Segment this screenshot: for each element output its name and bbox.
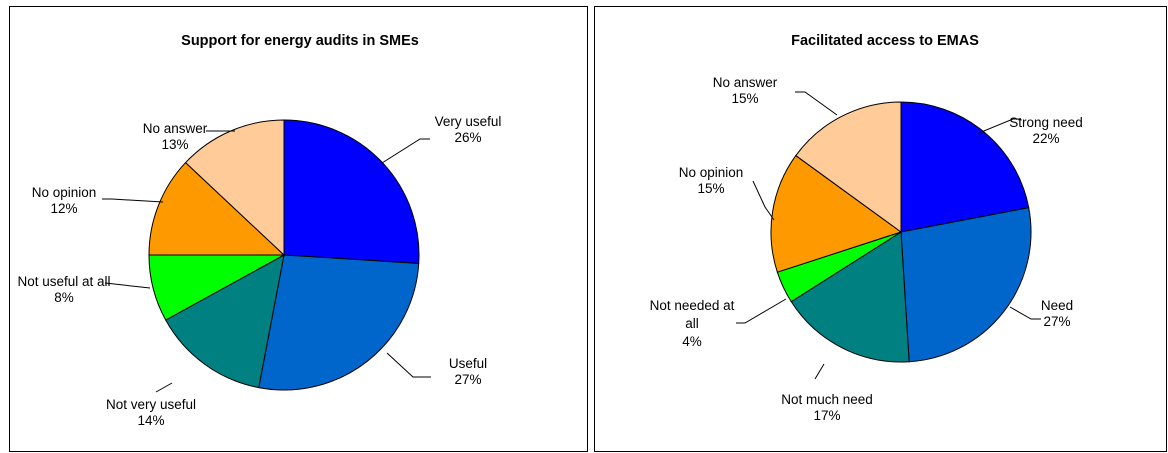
pie-slice-no-answer	[795, 101, 902, 233]
pie-chart-energy-audits: Support for energy audits in SMEs Very u…	[17, 33, 502, 428]
data-label-percent: 22%	[1032, 131, 1059, 146]
data-label-percent: 12%	[50, 201, 77, 216]
data-label-category: No opinion	[32, 185, 97, 200]
data-label-category: all	[685, 316, 699, 331]
data-label-percent: 26%	[454, 130, 481, 145]
data-label-category: Not much need	[781, 392, 873, 407]
data-label-percent: 15%	[731, 91, 758, 106]
data-label-percent: 8%	[54, 290, 74, 305]
pie-slice-need	[900, 207, 1032, 363]
leader-line	[381, 138, 430, 164]
data-label-category: Not useful at all	[17, 274, 110, 289]
data-label-category: Strong need	[1009, 115, 1083, 130]
leader-line	[1009, 306, 1041, 320]
data-label-category: Not very useful	[106, 397, 196, 412]
chart-title: Facilitated access to EMAS	[791, 33, 979, 49]
data-label-percent: 17%	[813, 408, 840, 423]
pie-slice-very-useful	[283, 119, 420, 265]
data-label-percent: 27%	[454, 372, 481, 387]
leader-line	[752, 180, 775, 221]
data-label-category: No opinion	[679, 165, 744, 180]
data-label-category: Useful	[449, 356, 487, 371]
leader-line	[104, 282, 151, 289]
pie-slice-useful	[258, 254, 420, 391]
pie-slice-not-much-need	[790, 231, 910, 363]
pie-chart-emas: Facilitated access to EMAS Strong need22…	[650, 33, 1083, 423]
data-label-percent: 27%	[1043, 314, 1070, 329]
leader-line	[386, 352, 431, 378]
data-label-category: No answer	[713, 75, 778, 90]
leader-line	[795, 91, 838, 116]
data-label-category: No answer	[143, 121, 208, 136]
leader-line	[978, 118, 1021, 134]
data-label-percent: 4%	[682, 334, 702, 349]
data-label-percent: 13%	[161, 137, 188, 152]
data-label-category: Need	[1041, 298, 1073, 313]
leader-line	[814, 363, 825, 380]
data-label-percent: 14%	[137, 413, 164, 428]
chart-panel-energy-audits: Support for energy audits in SMEs Very u…	[9, 6, 588, 452]
leader-line	[102, 198, 164, 203]
data-label-category: Not needed at	[650, 298, 735, 313]
pie-slice-no-opinion	[148, 161, 286, 256]
chart-title: Support for energy audits in SMEs	[181, 33, 419, 49]
pie-slice-not-very-useful	[165, 254, 285, 389]
pie-slice-no-opinion	[770, 154, 903, 273]
pie-slice-strong-need	[900, 101, 1030, 233]
leader-line	[155, 382, 173, 393]
data-label-category: Very useful	[435, 114, 502, 129]
data-label-percent: 15%	[697, 181, 724, 196]
leader-line	[736, 298, 787, 324]
chart-panel-emas: Facilitated access to EMAS Strong need 22…	[594, 6, 1167, 452]
